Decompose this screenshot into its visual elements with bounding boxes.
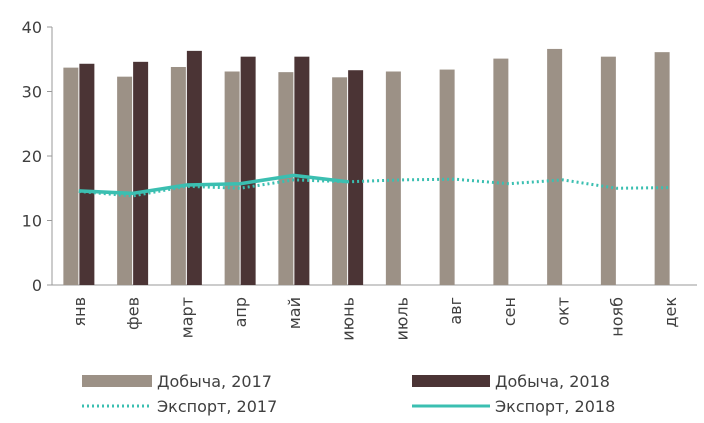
bar	[63, 67, 79, 285]
x-tick-label: июнь	[339, 297, 358, 341]
line	[78, 173, 348, 196]
bar	[170, 66, 186, 286]
x-tick-label: дек	[661, 297, 680, 328]
bar	[278, 72, 294, 286]
y-tick-label: 10	[22, 212, 42, 231]
y-tick-label: 30	[22, 83, 42, 102]
x-tick-label: сен	[500, 297, 519, 326]
y-tick-label: 20	[22, 147, 42, 166]
y-tick-label: 0	[32, 276, 42, 295]
x-tick-label: апр	[231, 297, 250, 327]
bar	[224, 71, 240, 285]
legend-label: Экспорт, 2018	[495, 397, 615, 416]
x-tick-label: авг	[446, 297, 465, 325]
x-tick-label: май	[285, 297, 304, 329]
bar	[385, 71, 401, 285]
bar	[654, 52, 670, 285]
bar	[439, 69, 455, 285]
bar	[117, 76, 133, 285]
x-tick-label: март	[177, 297, 196, 338]
legend-swatch	[82, 375, 152, 387]
y-tick-label: 40	[22, 18, 42, 37]
legend-label: Экспорт, 2017	[157, 397, 277, 416]
bar	[493, 58, 509, 286]
bar	[348, 70, 364, 285]
x-tick-label: окт	[554, 297, 573, 326]
x-tick-label: янв	[70, 297, 89, 327]
bar	[79, 63, 95, 285]
bar	[294, 56, 310, 285]
legend-label: Добыча, 2017	[157, 372, 272, 391]
x-tick-label: нояб	[607, 297, 626, 337]
bar	[240, 56, 256, 285]
legend-swatch	[412, 375, 490, 387]
x-tick-label: фев	[124, 297, 143, 330]
legend-label: Добыча, 2018	[495, 372, 610, 391]
bar	[547, 48, 563, 286]
bar	[133, 61, 149, 285]
x-tick-label: июль	[392, 297, 411, 341]
bar	[186, 50, 202, 285]
bar	[600, 56, 616, 285]
